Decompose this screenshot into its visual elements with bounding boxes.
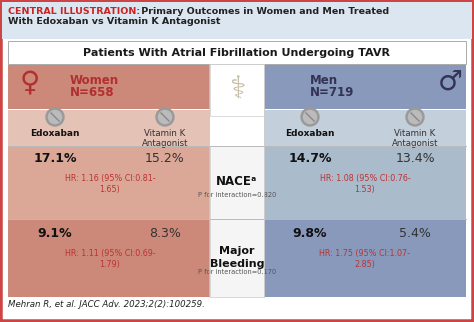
Bar bbox=[264, 65, 466, 109]
Text: Men: Men bbox=[310, 73, 338, 87]
Bar bbox=[8, 41, 466, 64]
Text: 15.2%: 15.2% bbox=[145, 152, 185, 165]
Text: HR: 1.11 (95% CI:0.69-
1.79): HR: 1.11 (95% CI:0.69- 1.79) bbox=[64, 249, 155, 269]
Bar bbox=[8, 110, 210, 146]
Text: Women: Women bbox=[70, 73, 119, 87]
Circle shape bbox=[406, 108, 424, 126]
Text: Patients With Atrial Fibrillation Undergoing TAVR: Patients With Atrial Fibrillation Underg… bbox=[83, 48, 391, 58]
Text: 8.3%: 8.3% bbox=[149, 227, 181, 240]
Text: ♂: ♂ bbox=[438, 68, 463, 96]
Text: HR: 1.75 (95% CI:1.07-
2.85): HR: 1.75 (95% CI:1.07- 2.85) bbox=[319, 249, 410, 269]
Text: Vitamin K
Antagonist: Vitamin K Antagonist bbox=[142, 129, 188, 148]
Bar bbox=[8, 146, 210, 219]
Circle shape bbox=[301, 108, 319, 126]
Text: 5.4%: 5.4% bbox=[399, 227, 431, 240]
Text: 14.7%: 14.7% bbox=[288, 152, 332, 165]
Text: 17.1%: 17.1% bbox=[33, 152, 77, 165]
Text: Edoxaban: Edoxaban bbox=[285, 129, 335, 138]
Bar bbox=[210, 64, 264, 116]
Text: Vitamin K
Antagonist: Vitamin K Antagonist bbox=[392, 129, 438, 148]
Bar bbox=[2, 2, 472, 39]
Bar bbox=[8, 65, 210, 109]
Circle shape bbox=[303, 110, 317, 124]
Text: P for interaction=0.820: P for interaction=0.820 bbox=[198, 192, 276, 198]
Text: N=658: N=658 bbox=[70, 86, 115, 99]
Bar bbox=[210, 219, 264, 297]
Text: 9.8%: 9.8% bbox=[293, 227, 327, 240]
Text: NACEᵃ: NACEᵃ bbox=[216, 175, 258, 188]
Bar bbox=[210, 146, 264, 219]
Bar bbox=[264, 110, 466, 146]
Bar bbox=[264, 146, 466, 219]
Text: 13.4%: 13.4% bbox=[395, 152, 435, 165]
Text: ⚕: ⚕ bbox=[229, 75, 245, 105]
Circle shape bbox=[409, 110, 421, 124]
Text: Major
Bleeding: Major Bleeding bbox=[210, 246, 264, 269]
Text: With Edoxaban vs Vitamin K Antagonist: With Edoxaban vs Vitamin K Antagonist bbox=[8, 17, 220, 26]
FancyBboxPatch shape bbox=[1, 1, 473, 321]
Text: HR: 1.08 (95% CI:0.76-
1.53): HR: 1.08 (95% CI:0.76- 1.53) bbox=[319, 174, 410, 194]
Text: N=719: N=719 bbox=[310, 86, 355, 99]
Circle shape bbox=[156, 108, 174, 126]
Text: 9.1%: 9.1% bbox=[38, 227, 73, 240]
Circle shape bbox=[48, 110, 62, 124]
Circle shape bbox=[46, 108, 64, 126]
Text: Mehran R, et al. JACC Adv. 2023;2(2):100259.: Mehran R, et al. JACC Adv. 2023;2(2):100… bbox=[8, 300, 205, 309]
Text: HR: 1.16 (95% CI:0.81-
1.65): HR: 1.16 (95% CI:0.81- 1.65) bbox=[64, 174, 155, 194]
Bar bbox=[264, 219, 466, 297]
Text: CENTRAL ILLUSTRATION:: CENTRAL ILLUSTRATION: bbox=[8, 7, 140, 16]
Bar bbox=[8, 219, 210, 297]
Text: Edoxaban: Edoxaban bbox=[30, 129, 80, 138]
Text: Primary Outcomes in Women and Men Treated: Primary Outcomes in Women and Men Treate… bbox=[138, 7, 389, 16]
Text: ♀: ♀ bbox=[20, 68, 40, 96]
Text: P for interaction=0.170: P for interaction=0.170 bbox=[198, 269, 276, 275]
Circle shape bbox=[158, 110, 172, 124]
